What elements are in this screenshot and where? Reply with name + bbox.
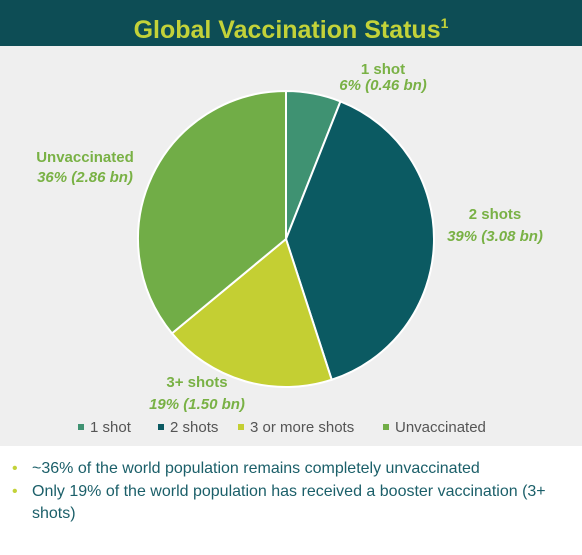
value-label: 19% (1.50 bn)	[149, 396, 245, 413]
bullet-list: ~36% of the world population remains com…	[0, 458, 582, 525]
value-label: 36% (2.86 bn)	[37, 169, 133, 186]
legend-swatch	[238, 424, 244, 430]
legend-label: 3 or more shots	[250, 419, 354, 436]
bullet: ~36% of the world population remains com…	[12, 458, 577, 480]
bullet: Only 19% of the world population has rec…	[12, 481, 577, 525]
value-label: 6% (0.46 bn)	[339, 77, 427, 94]
legend-swatch	[78, 424, 84, 430]
legend-label: Unvaccinated	[395, 419, 486, 436]
slice-label: 3+ shots	[166, 374, 227, 391]
value-label: 39% (3.08 bn)	[447, 228, 543, 245]
chart-title: Global Vaccination Status	[133, 16, 441, 44]
header: Global Vaccination Status1	[0, 0, 582, 46]
slice-label: 1 shot	[361, 61, 405, 78]
pie-slice	[170, 237, 333, 388]
slice-label: 2 shots	[469, 206, 522, 223]
title-footnote: 1	[440, 15, 449, 31]
slice-label: Unvaccinated	[36, 149, 134, 166]
legend-label: 1 shot	[90, 419, 132, 436]
legend-swatch	[383, 424, 389, 430]
legend-label: 2 shots	[170, 419, 218, 436]
pie-slice	[284, 100, 435, 382]
legend-swatch	[158, 424, 164, 430]
pie-slice	[137, 89, 287, 335]
